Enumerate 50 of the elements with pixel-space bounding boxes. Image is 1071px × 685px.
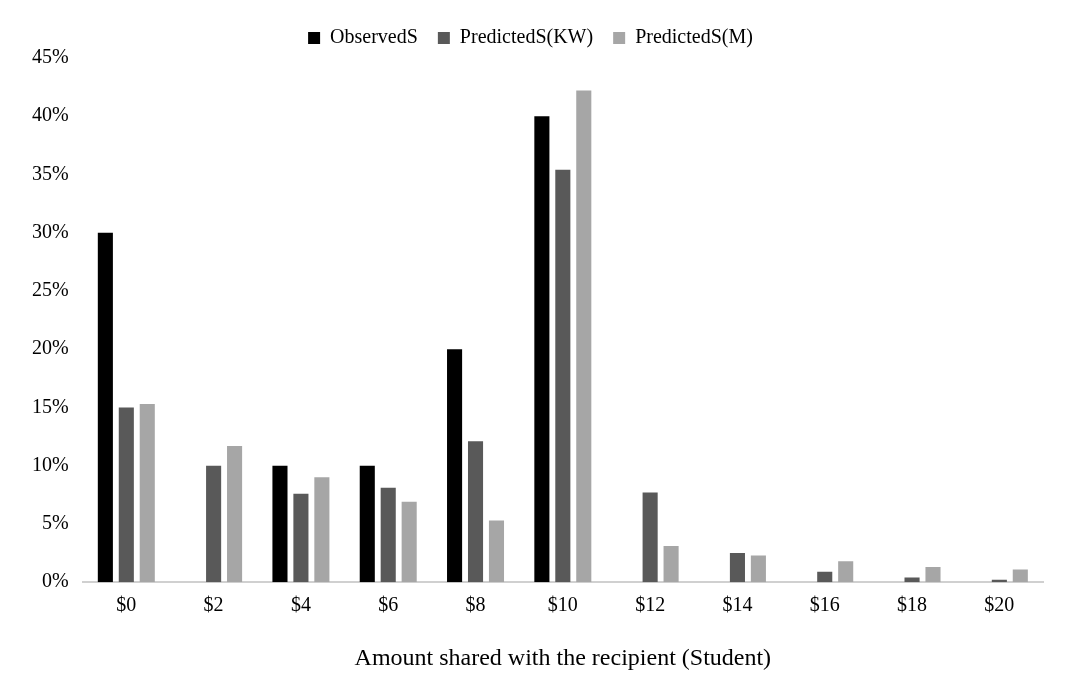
y-tick-label: 10% (31, 452, 69, 475)
legend-label: ObservedS (330, 25, 418, 48)
bar (293, 493, 309, 583)
y-tick-label: 30% (31, 219, 69, 242)
y-tick-label: 25% (31, 278, 69, 301)
bar (576, 90, 592, 583)
x-tick-label: $6 (378, 593, 399, 616)
y-tick-label: 15% (31, 394, 69, 417)
bar (401, 501, 417, 583)
legend-label: PredictedS(KW) (459, 25, 594, 49)
bar (118, 407, 134, 583)
x-tick-label: $2 (203, 593, 224, 616)
x-tick-label: $8 (465, 593, 486, 616)
bar (97, 232, 113, 583)
bar (206, 465, 222, 583)
bar (488, 520, 505, 583)
x-tick-label: $10 (547, 593, 578, 616)
bar (467, 441, 484, 583)
y-tick-label: 5% (41, 511, 69, 534)
y-tick-label: 35% (31, 161, 69, 184)
y-tick-label: 40% (31, 103, 69, 126)
x-axis-title: Amount shared with the recipient (Student) (354, 643, 772, 670)
bar (838, 561, 854, 583)
y-tick-label: 45% (31, 45, 69, 68)
bar (729, 553, 745, 583)
x-tick-label: $12 (635, 593, 666, 616)
y-tick-label: 20% (31, 336, 69, 359)
bar (642, 492, 658, 583)
bar (555, 169, 571, 583)
bar (1012, 569, 1028, 583)
bar (227, 445, 243, 583)
bar (817, 571, 833, 583)
bar (380, 487, 396, 583)
bar (534, 116, 550, 583)
x-tick-label: $14 (722, 593, 753, 616)
x-tick-label: $16 (809, 593, 840, 616)
bar (272, 465, 288, 583)
x-tick-label: $18 (897, 593, 928, 616)
bar (663, 546, 679, 583)
y-tick-label: 0% (41, 569, 69, 592)
bar (925, 567, 941, 583)
legend-label: PredictedS(M) (635, 25, 753, 49)
x-tick-label: $4 (290, 593, 311, 616)
bar (139, 403, 155, 583)
bar (447, 349, 463, 583)
x-tick-label: $20 (984, 593, 1015, 616)
bar (359, 465, 375, 583)
x-tick-label: $0 (116, 593, 137, 616)
bar (314, 477, 330, 583)
bar (750, 555, 766, 583)
